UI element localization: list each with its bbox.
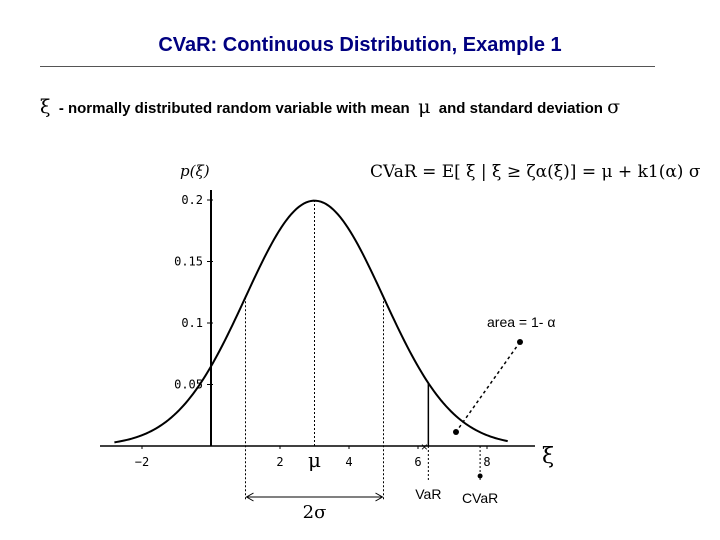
cvar-formula: CVaR = E[ ξ | ξ ≥ ζα(ξ)] = μ + k1(α) σ <box>370 162 701 182</box>
x-axis-label: ξ <box>542 444 554 469</box>
cvar-marker <box>477 473 483 479</box>
density-curve <box>114 199 508 444</box>
x-tick-label: 8 <box>483 455 490 469</box>
x-tick-label: 6 <box>414 455 421 469</box>
cvar-label: CVaR <box>462 490 498 506</box>
two-sigma-arrow-right <box>375 492 384 502</box>
subtitle-text: - normally distributed random variable w… <box>58 100 410 117</box>
y-tick-label: 0.05 <box>174 378 203 392</box>
xi-symbol: ξ <box>40 96 51 118</box>
area-label: area = 1- α <box>487 314 555 330</box>
subtitle-text-2: and standard deviation <box>438 100 603 117</box>
area-pointer-start <box>517 339 523 345</box>
y-tick-label: 0.1 <box>181 316 203 330</box>
two-sigma-label: 2σ <box>303 502 327 523</box>
title-divider <box>40 66 655 67</box>
slide-title: CVaR: Continuous Distribution, Example 1 <box>158 34 562 56</box>
area-pointer-end <box>453 429 459 435</box>
var-label: VaR <box>415 486 441 502</box>
x-tick-label: −2 <box>135 455 149 469</box>
area-pointer <box>455 341 521 433</box>
x-tick-label: 2 <box>276 455 283 469</box>
y-tick-label: 0.15 <box>174 255 203 269</box>
subtitle: ξ - normally distributed random variable… <box>40 96 620 118</box>
y-tick-label: 0.2 <box>181 193 203 207</box>
two-sigma-arrow-left <box>245 492 254 502</box>
x-tick-label: 4 <box>345 455 352 469</box>
mu-symbol: μ <box>418 96 431 118</box>
mean-label: μ <box>308 448 321 472</box>
var-marker: × <box>421 440 428 454</box>
sigma-symbol: σ <box>607 96 621 118</box>
y-axis-label: p(ξ) <box>180 162 210 180</box>
